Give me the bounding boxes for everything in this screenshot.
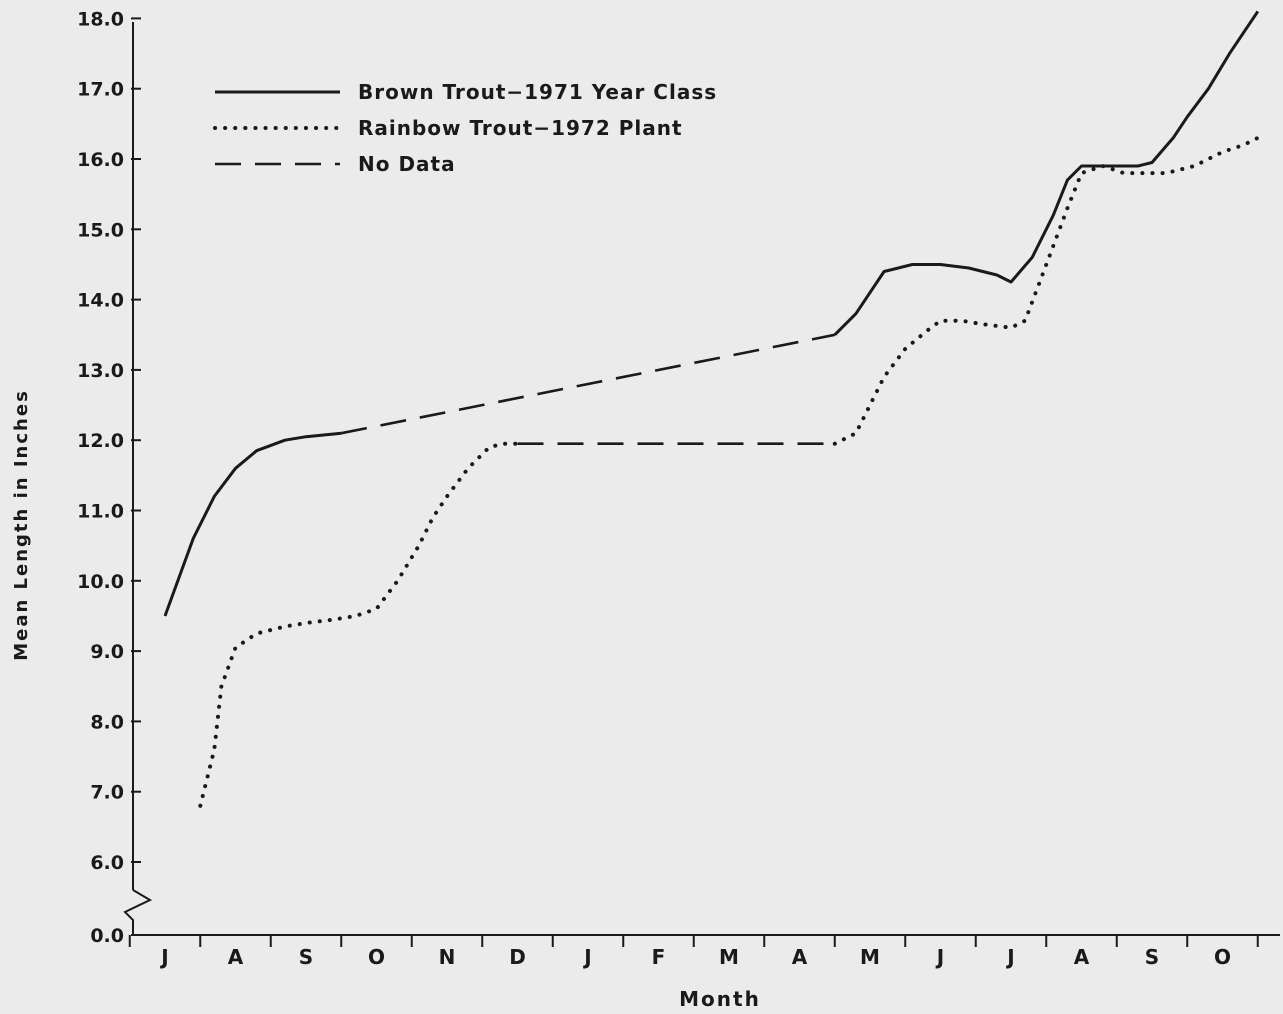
series-line-dashed: [341, 333, 836, 435]
x-tick-label: J: [159, 945, 168, 969]
x-axis-label: Month: [679, 987, 761, 1010]
x-tick-label: M: [860, 945, 880, 969]
y-tick-label: 9.0: [90, 641, 124, 663]
y-axis-label: Mean Length in Inches: [11, 389, 32, 661]
series-line-solid: [833, 10, 1260, 336]
x-tick-label: S: [299, 945, 313, 969]
y-tick-label: 12.0: [77, 430, 124, 452]
legend-label: No Data: [358, 152, 456, 176]
y-tick-label: 0.0: [90, 925, 124, 947]
series-line-dotted: [198, 441, 520, 808]
series-line-dotted: [832, 135, 1260, 446]
ticks: 0.0 6.0 7.0 8.0 9.0 10.0 11.0 12.0 13.0 14.0 15.0 1…: [77, 8, 1259, 969]
x-tick-label: D: [509, 945, 526, 969]
y-axis-break: [123, 889, 153, 935]
y-tick-label: 15.0: [77, 219, 124, 241]
y-tick-label: 18.0: [77, 8, 124, 30]
x-tick-label: S: [1145, 945, 1159, 969]
x-tick-label: N: [439, 945, 456, 969]
x-tick-label: A: [228, 945, 244, 969]
legend-label: Brown Trout−1971 Year Class: [358, 80, 717, 104]
y-tick-label: 16.0: [77, 149, 124, 171]
y-tick-label: 14.0: [77, 290, 124, 312]
y-tick-label: 6.0: [90, 852, 124, 874]
legend: Brown Trout−1971 Year Class Rainbow Trout…: [213, 80, 717, 176]
x-tick-label: J: [935, 945, 944, 969]
x-tick-label: O: [368, 945, 385, 969]
y-tick-label: 13.0: [77, 360, 124, 382]
series-line-solid: [163, 431, 342, 617]
y-tick-label: 11.0: [77, 501, 124, 523]
x-tick-label: M: [719, 945, 739, 969]
x-tick-label: O: [1214, 945, 1231, 969]
series-lines: [163, 10, 1260, 808]
x-tick-label: F: [652, 945, 666, 969]
y-tick-label: 17.0: [77, 79, 124, 101]
x-tick-label: A: [792, 945, 808, 969]
x-tick-label: J: [582, 945, 591, 969]
x-tick-label: J: [1005, 945, 1014, 969]
y-tick-label: 7.0: [90, 782, 124, 804]
x-tick-label: A: [1074, 945, 1090, 969]
y-tick-label: 8.0: [90, 711, 124, 733]
axes: [123, 22, 1280, 936]
y-tick-label: 10.0: [77, 571, 124, 593]
legend-label: Rainbow Trout−1972 Plant: [358, 116, 683, 140]
